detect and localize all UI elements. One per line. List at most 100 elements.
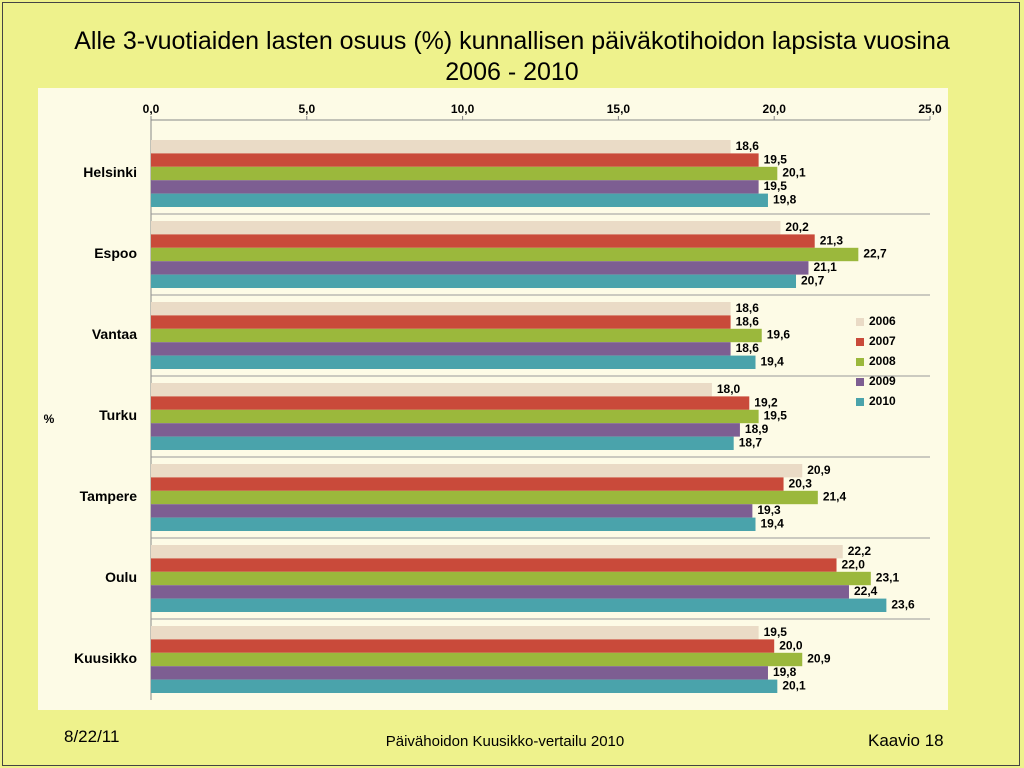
bar [151,477,784,491]
value-label: 18,9 [745,422,769,436]
y-tick-label: Vantaa [92,326,137,342]
legend-label: 2006 [869,314,896,328]
bar [151,140,731,154]
bar [151,490,818,505]
y-tick-label: Turku [99,407,137,423]
bar [151,679,778,693]
bar [151,261,809,275]
axis-label: % [44,412,55,426]
value-label: 18,6 [736,314,760,328]
footer-page: Kaavio 18 [868,731,944,750]
value-label: 22,2 [848,544,872,558]
legend-swatch [856,318,864,326]
legend-label: 2010 [869,394,896,408]
bar [151,328,762,343]
value-label: 21,3 [820,233,844,247]
bar [151,302,731,316]
value-label: 18,7 [739,435,763,449]
bar [151,545,843,559]
value-label: 22,0 [842,557,866,571]
value-label: 19,4 [761,516,785,530]
value-label: 20,7 [801,273,825,287]
value-label: 23,6 [891,597,915,611]
footer-date: 8/22/11 [64,727,120,746]
y-tick-label: Espoo [94,245,137,261]
bar [151,342,731,356]
bar [151,639,775,653]
bar [151,180,759,194]
x-tick-label: 25,0 [918,102,942,116]
value-label: 19,4 [761,354,785,368]
value-label: 19,5 [764,179,788,193]
bar [151,247,859,262]
x-tick-label: 0,0 [143,102,160,116]
value-label: 19,2 [754,395,778,409]
bar [151,517,756,531]
bar [151,666,768,680]
value-label: 19,6 [767,328,791,342]
legend-label: 2009 [869,374,896,388]
legend-swatch [856,378,864,386]
value-label: 18,6 [736,301,760,315]
bar [151,383,712,397]
footer-source: Päivähoidon Kuusikko-vertailu 2010 [385,733,625,750]
legend-swatch [856,338,864,346]
x-tick-label: 20,0 [763,102,787,116]
bar [151,409,759,424]
x-tick-label: 10,0 [451,102,475,116]
bar [151,355,756,369]
bar [151,396,750,410]
value-label: 23,1 [876,571,900,585]
value-label: 21,4 [823,490,847,504]
x-tick-label: 15,0 [607,102,631,116]
bar [151,598,887,612]
value-label: 20,1 [782,678,806,692]
value-label: 20,0 [779,638,803,652]
value-label: 21,1 [813,260,837,274]
value-label: 22,7 [863,247,887,261]
y-tick-label: Kuusikko [74,650,137,666]
x-tick-label: 5,0 [298,102,315,116]
bar [151,153,759,167]
value-label: 20,3 [789,476,813,490]
bar [151,315,731,329]
bar [151,221,781,235]
y-tick-label: Tampere [80,488,138,504]
legend-label: 2008 [869,354,896,368]
value-label: 20,1 [782,166,806,180]
bar [151,558,837,572]
value-label: 19,3 [757,503,781,517]
bar [151,652,803,667]
legend-swatch [856,358,864,366]
bar [151,585,849,599]
y-tick-label: Oulu [105,569,137,585]
chart-title: Alle 3-vuotiaiden lasten osuus (%) kunna… [74,27,950,86]
bar [151,571,871,586]
bar [151,504,753,518]
legend-swatch [856,398,864,406]
value-label: 18,6 [736,341,760,355]
bar [151,193,768,207]
bar [151,166,778,181]
value-label: 19,8 [773,192,797,206]
bar [151,274,797,288]
value-label: 18,6 [736,139,760,153]
value-label: 20,9 [807,652,831,666]
value-label: 19,8 [773,665,797,679]
y-tick-label: Helsinki [83,164,137,180]
bar [151,626,759,640]
value-label: 19,5 [764,409,788,423]
legend-label: 2007 [869,334,896,348]
value-label: 22,4 [854,584,878,598]
value-label: 20,2 [785,220,809,234]
bar [151,234,815,248]
value-label: 19,5 [764,625,788,639]
bar [151,423,740,437]
value-label: 19,5 [764,152,788,166]
value-label: 20,9 [807,463,831,477]
value-label: 18,0 [717,382,741,396]
bar [151,436,734,450]
